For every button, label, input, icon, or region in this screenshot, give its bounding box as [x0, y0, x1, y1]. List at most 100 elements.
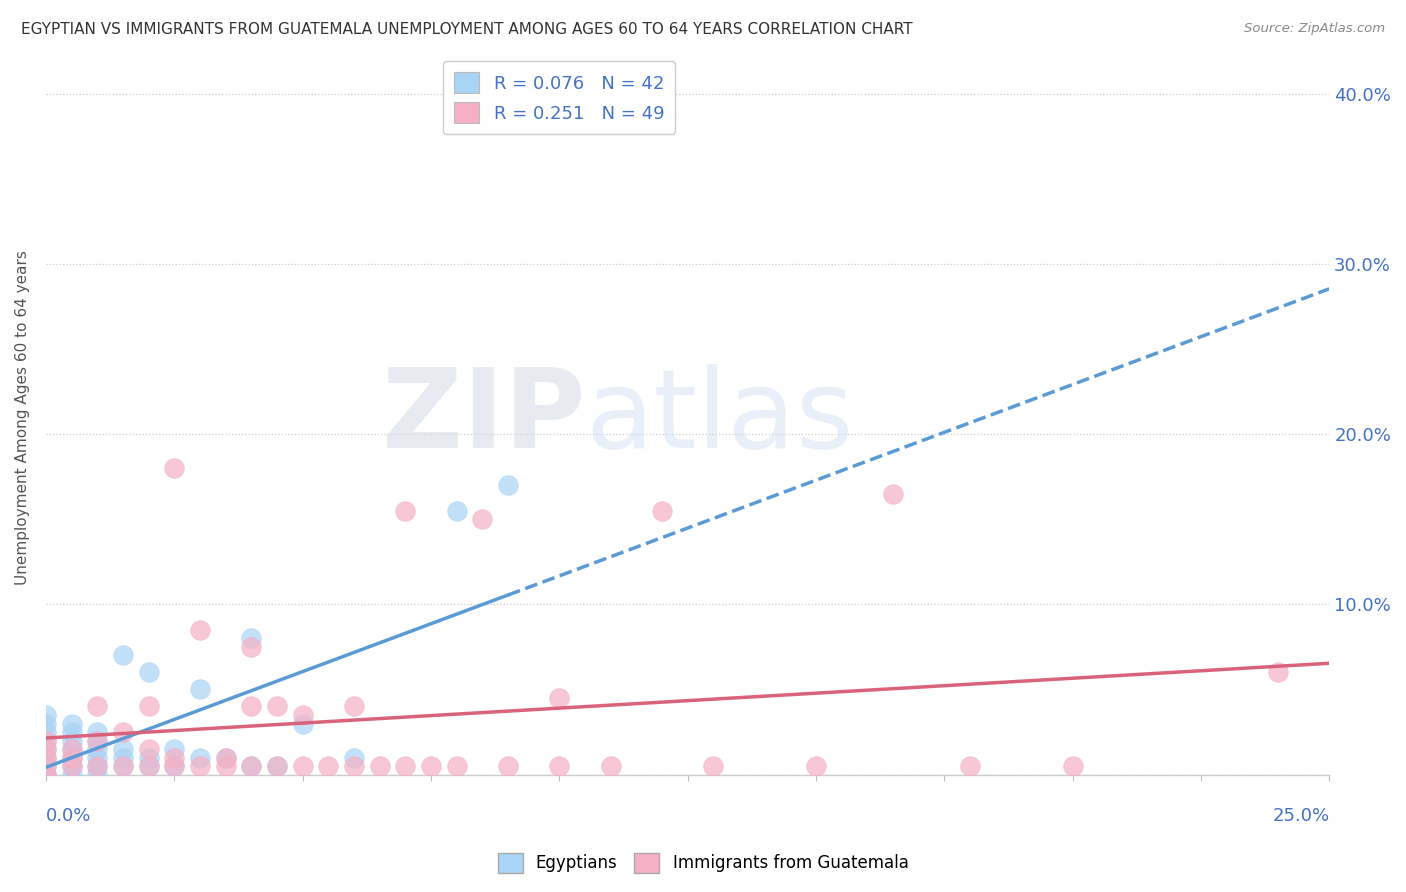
- Point: [548, 690, 571, 705]
- Point: [35, 767, 58, 781]
- Point: [188, 750, 211, 764]
- Point: [163, 759, 186, 773]
- Point: [138, 699, 160, 714]
- Point: [959, 759, 981, 773]
- Point: [446, 504, 468, 518]
- Point: [420, 759, 443, 773]
- Point: [496, 759, 519, 773]
- Point: [214, 750, 236, 764]
- Point: [35, 750, 58, 764]
- Point: [35, 750, 58, 764]
- Point: [214, 759, 236, 773]
- Point: [291, 759, 314, 773]
- Text: EGYPTIAN VS IMMIGRANTS FROM GUATEMALA UNEMPLOYMENT AMONG AGES 60 TO 64 YEARS COR: EGYPTIAN VS IMMIGRANTS FROM GUATEMALA UN…: [21, 22, 912, 37]
- Point: [240, 640, 263, 654]
- Point: [35, 767, 58, 781]
- Point: [394, 759, 416, 773]
- Point: [60, 742, 83, 756]
- Point: [471, 512, 494, 526]
- Point: [35, 767, 58, 781]
- Point: [702, 759, 724, 773]
- Point: [60, 742, 83, 756]
- Legend: Egyptians, Immigrants from Guatemala: Egyptians, Immigrants from Guatemala: [491, 847, 915, 880]
- Point: [548, 759, 571, 773]
- Point: [804, 759, 827, 773]
- Point: [138, 742, 160, 756]
- Text: atlas: atlas: [585, 364, 853, 471]
- Point: [394, 504, 416, 518]
- Point: [240, 759, 263, 773]
- Point: [343, 750, 366, 764]
- Point: [35, 742, 58, 756]
- Point: [60, 767, 83, 781]
- Point: [86, 725, 108, 739]
- Point: [163, 742, 186, 756]
- Point: [35, 767, 58, 781]
- Point: [163, 461, 186, 475]
- Point: [35, 742, 58, 756]
- Point: [86, 767, 108, 781]
- Point: [111, 759, 134, 773]
- Point: [266, 759, 288, 773]
- Point: [35, 759, 58, 773]
- Point: [86, 759, 108, 773]
- Point: [86, 733, 108, 747]
- Point: [446, 759, 468, 773]
- Point: [35, 733, 58, 747]
- Point: [111, 759, 134, 773]
- Point: [86, 742, 108, 756]
- Point: [35, 733, 58, 747]
- Point: [240, 759, 263, 773]
- Point: [35, 708, 58, 723]
- Point: [188, 682, 211, 697]
- Point: [496, 478, 519, 492]
- Point: [86, 750, 108, 764]
- Point: [266, 699, 288, 714]
- Point: [138, 665, 160, 680]
- Point: [343, 699, 366, 714]
- Point: [368, 759, 391, 773]
- Point: [60, 759, 83, 773]
- Y-axis label: Unemployment Among Ages 60 to 64 years: Unemployment Among Ages 60 to 64 years: [15, 250, 30, 584]
- Point: [651, 504, 673, 518]
- Point: [882, 486, 904, 500]
- Point: [163, 759, 186, 773]
- Point: [35, 759, 58, 773]
- Point: [163, 750, 186, 764]
- Point: [60, 716, 83, 731]
- Point: [35, 725, 58, 739]
- Point: [316, 759, 339, 773]
- Text: 0.0%: 0.0%: [46, 806, 91, 825]
- Point: [60, 750, 83, 764]
- Point: [111, 742, 134, 756]
- Point: [240, 632, 263, 646]
- Point: [240, 699, 263, 714]
- Point: [111, 648, 134, 663]
- Point: [138, 759, 160, 773]
- Point: [60, 750, 83, 764]
- Point: [86, 699, 108, 714]
- Point: [291, 716, 314, 731]
- Point: [60, 725, 83, 739]
- Point: [86, 733, 108, 747]
- Point: [86, 759, 108, 773]
- Point: [60, 759, 83, 773]
- Point: [214, 750, 236, 764]
- Point: [343, 759, 366, 773]
- Point: [138, 759, 160, 773]
- Point: [138, 750, 160, 764]
- Point: [35, 716, 58, 731]
- Point: [266, 759, 288, 773]
- Text: Source: ZipAtlas.com: Source: ZipAtlas.com: [1244, 22, 1385, 36]
- Text: 25.0%: 25.0%: [1272, 806, 1329, 825]
- Point: [60, 733, 83, 747]
- Point: [291, 708, 314, 723]
- Point: [188, 759, 211, 773]
- Text: ZIP: ZIP: [381, 364, 585, 471]
- Point: [188, 623, 211, 637]
- Point: [111, 725, 134, 739]
- Point: [111, 750, 134, 764]
- Legend: R = 0.076   N = 42, R = 0.251   N = 49: R = 0.076 N = 42, R = 0.251 N = 49: [443, 62, 675, 134]
- Point: [599, 759, 621, 773]
- Point: [1062, 759, 1084, 773]
